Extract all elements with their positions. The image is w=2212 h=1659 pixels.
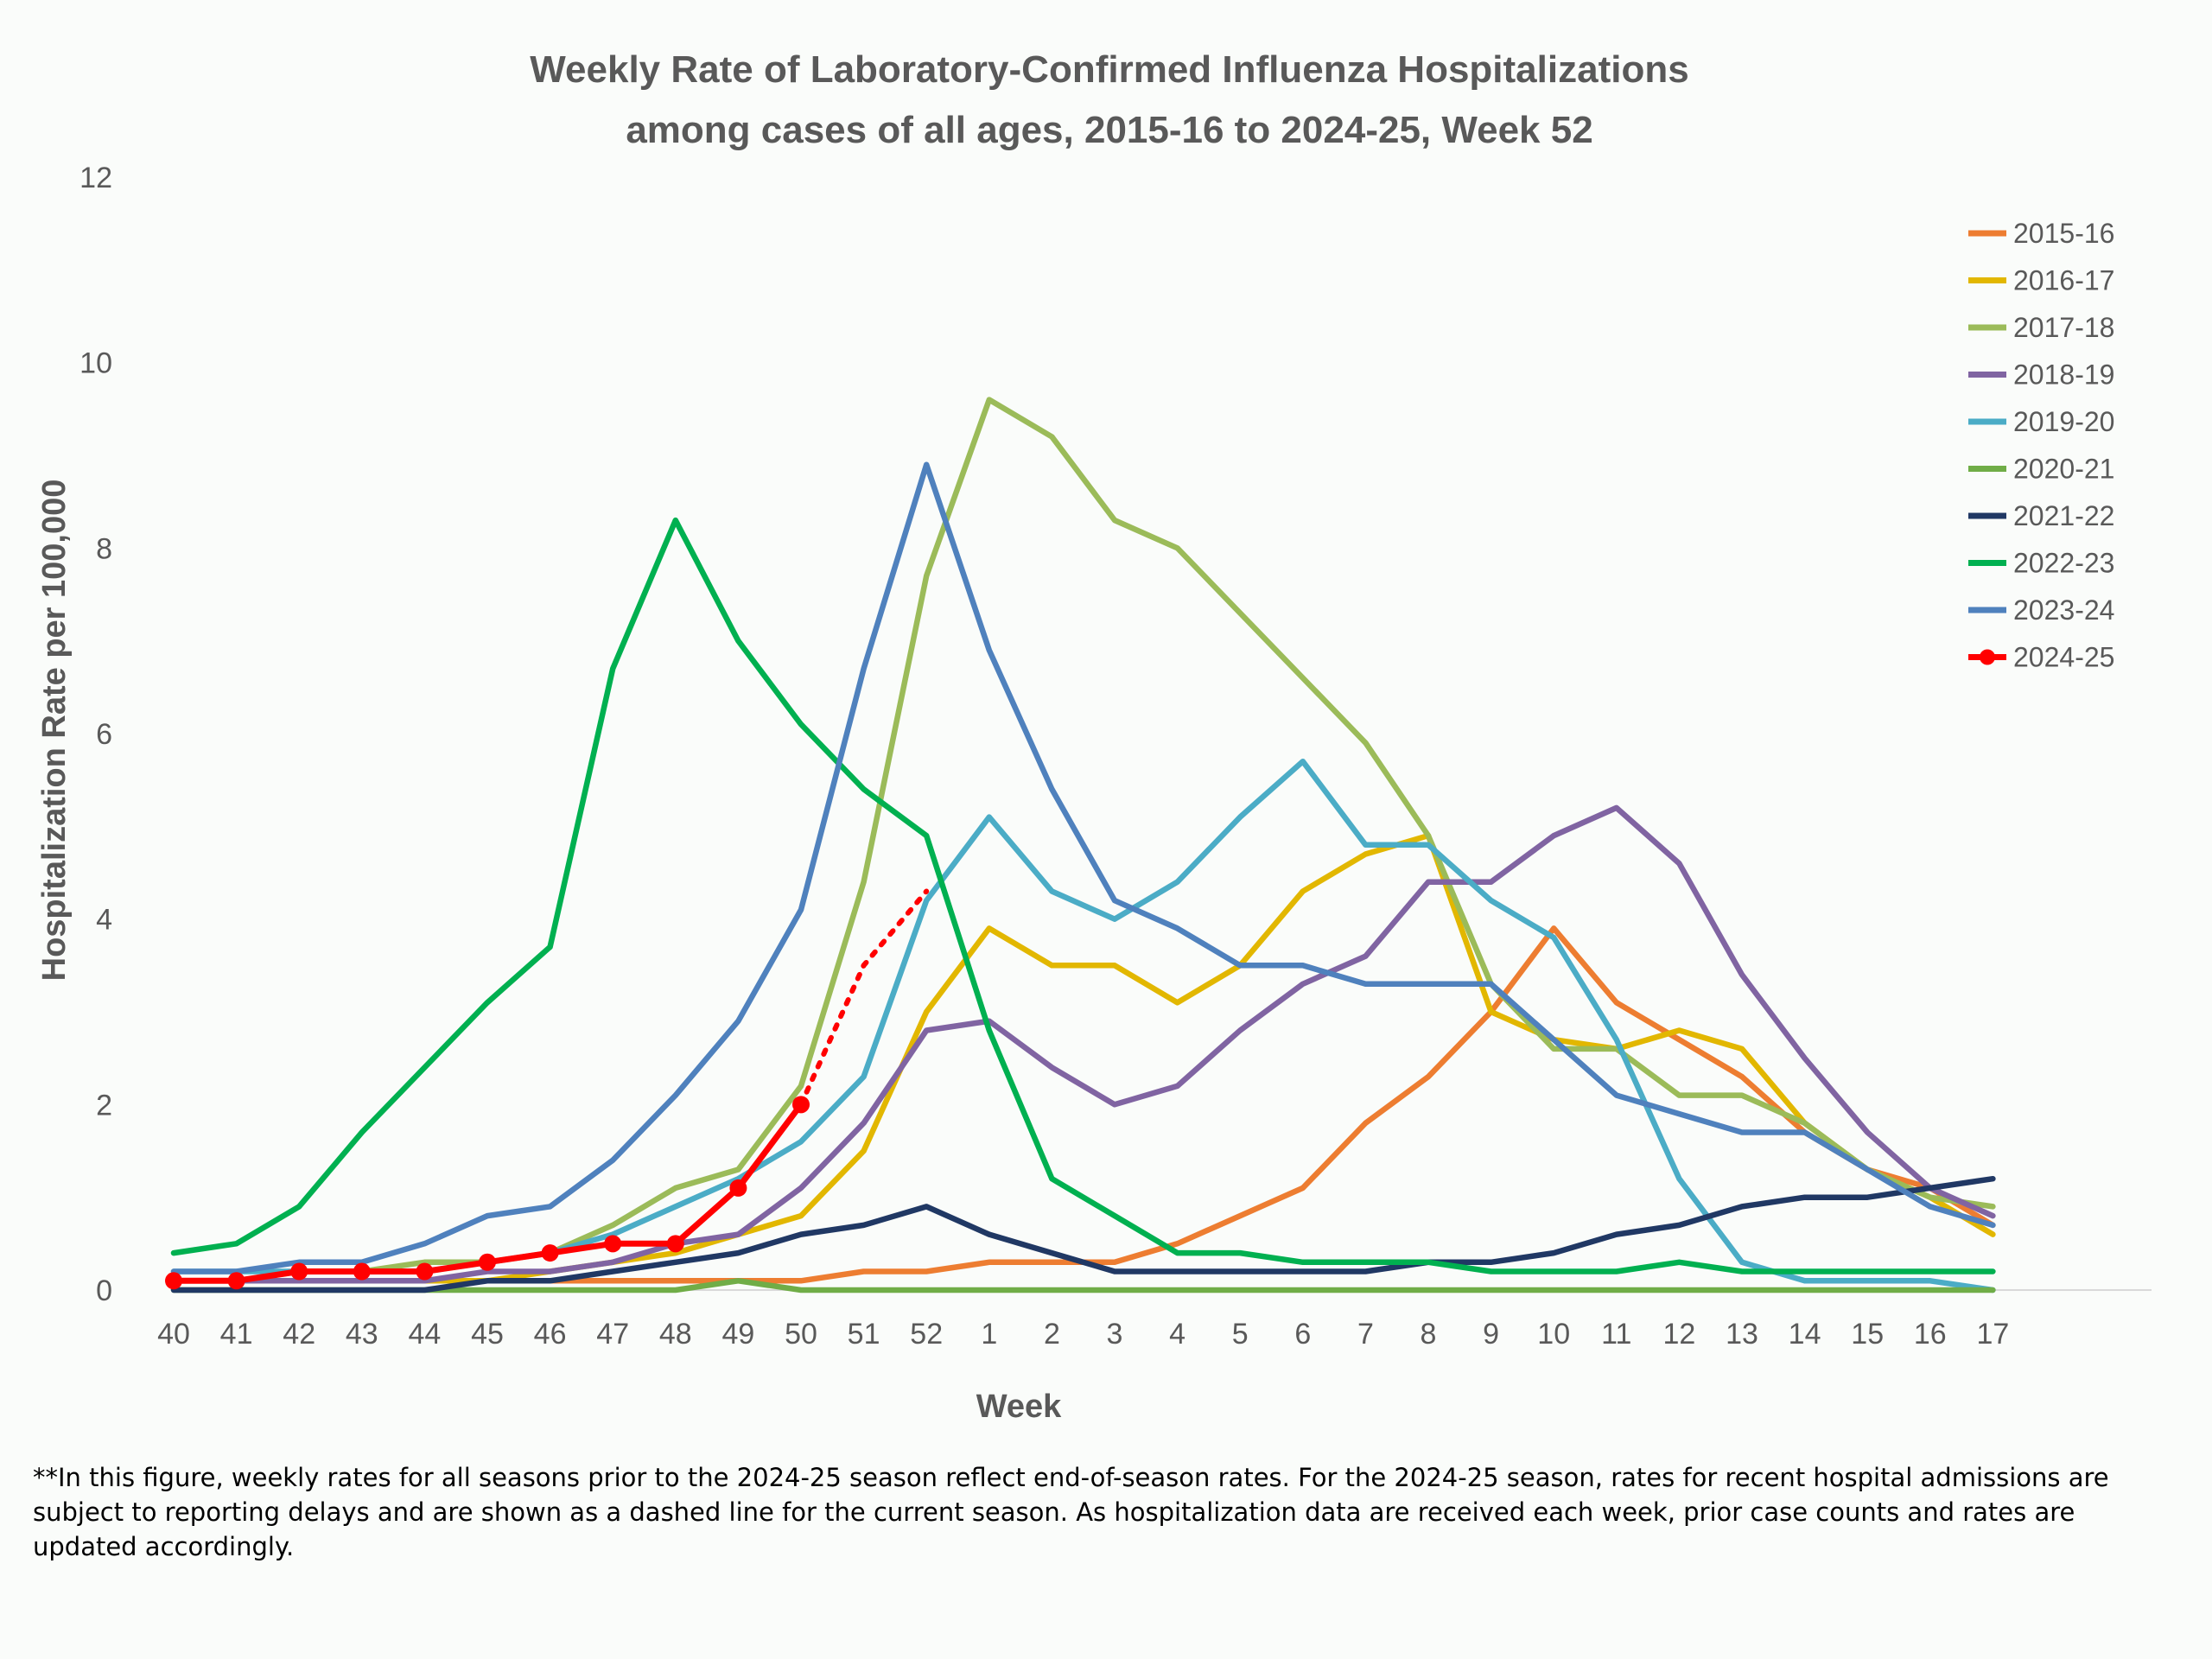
series-line	[170, 1175, 1996, 1294]
data-point	[165, 1272, 182, 1290]
series-2018-19	[170, 804, 1996, 1284]
x-tick-label: 48	[659, 1318, 692, 1351]
chart-title-line1: Weekly Rate of Laboratory-Confirmed Infl…	[530, 48, 1688, 91]
legend-label: 2023-24	[2013, 594, 2114, 626]
x-tick-label: 12	[1662, 1318, 1695, 1351]
x-tick-label: 52	[910, 1318, 943, 1351]
x-tick-label: 1	[981, 1318, 997, 1351]
chart-title-line2: among cases of all ages, 2015-16 to 2024…	[626, 109, 1592, 151]
legend-item: 2015-16	[1968, 218, 2114, 249]
x-tick-label: 41	[220, 1318, 253, 1351]
x-tick-label: 14	[1789, 1318, 1821, 1351]
data-point	[353, 1262, 371, 1281]
footnote: **In this figure, weekly rates for all s…	[33, 1463, 2109, 1561]
legend-item: 2023-24	[1968, 594, 2114, 626]
series-line	[170, 461, 1996, 1274]
x-tick-label: 9	[1483, 1318, 1499, 1351]
series-line	[170, 925, 1996, 1284]
series-2021-22	[170, 1175, 1996, 1294]
series-line	[170, 517, 1996, 1274]
legend-marker	[1980, 649, 1995, 665]
series-2022-23	[170, 517, 1996, 1274]
y-tick-label: 6	[96, 718, 112, 751]
legend-item: 2018-19	[1968, 359, 2114, 391]
x-tick-label: 4	[1169, 1318, 1185, 1351]
flu-hospitalization-chart: Weekly Rate of Laboratory-Confirmed Infl…	[36, 48, 2152, 1425]
x-tick-label: 17	[1976, 1318, 2009, 1351]
legend-item: 2021-22	[1968, 500, 2114, 531]
x-tick-label: 42	[283, 1318, 315, 1351]
x-tick-label: 6	[1294, 1318, 1311, 1351]
series-2024-25	[165, 888, 930, 1290]
x-tick-label: 2	[1044, 1318, 1060, 1351]
data-point	[729, 1179, 747, 1197]
legend-label: 2015-16	[2013, 218, 2114, 249]
data-point	[792, 1096, 810, 1114]
legend-label: 2020-21	[2013, 454, 2114, 485]
y-tick-label: 8	[96, 532, 112, 565]
y-tick-label: 0	[96, 1274, 112, 1307]
data-point	[541, 1244, 559, 1262]
legend-label: 2017-18	[2013, 312, 2114, 343]
x-tick-label: 46	[534, 1318, 567, 1351]
x-tick-label: 50	[785, 1318, 817, 1351]
chart-legend: 2015-16 2016-17 2017-18 2018-19 2019-20 2020-…	[1968, 218, 2114, 673]
x-tick-label: 7	[1357, 1318, 1374, 1351]
x-tick-label: 11	[1601, 1318, 1631, 1351]
data-point	[227, 1272, 245, 1290]
series-line	[170, 804, 1996, 1284]
y-tick-label: 2	[96, 1089, 112, 1122]
x-tick-label: 43	[346, 1318, 378, 1351]
x-tick-label: 45	[471, 1318, 504, 1351]
series-projection-line	[798, 888, 930, 1108]
legend-label: 2022-23	[2013, 548, 2114, 579]
x-tick-label: 10	[1537, 1318, 1570, 1351]
y-tick-label: 12	[79, 162, 112, 194]
series-2020-21	[170, 1278, 1996, 1294]
series-layer	[165, 397, 1996, 1294]
x-tick-label: 15	[1851, 1318, 1884, 1351]
legend-label: 2016-17	[2013, 265, 2114, 296]
series-2023-24	[170, 461, 1996, 1274]
x-tick-label: 3	[1107, 1318, 1123, 1351]
x-tick-label: 8	[1421, 1318, 1437, 1351]
series-2015-16	[170, 925, 1996, 1284]
legend-item: 2022-23	[1968, 548, 2114, 579]
legend-item: 2020-21	[1968, 454, 2114, 485]
x-tick-label: 40	[157, 1318, 190, 1351]
legend-label: 2018-19	[2013, 359, 2114, 391]
legend-label: 2024-25	[2013, 642, 2114, 673]
x-tick-label: 13	[1726, 1318, 1758, 1351]
data-point	[416, 1262, 434, 1281]
x-tick-label: 5	[1232, 1318, 1249, 1351]
legend-label: 2019-20	[2013, 406, 2114, 437]
x-axis-title: Week	[976, 1389, 1062, 1425]
data-point	[290, 1262, 308, 1281]
legend-item: 2024-25	[1968, 642, 2114, 673]
x-tick-label: 49	[721, 1318, 754, 1351]
x-tick-label: 16	[1914, 1318, 1947, 1351]
data-point	[666, 1235, 684, 1253]
y-tick-label: 4	[96, 904, 112, 937]
y-tick-label: 10	[79, 347, 112, 380]
x-tick-label: 44	[408, 1318, 441, 1351]
legend-label: 2021-22	[2013, 500, 2114, 531]
data-point	[479, 1253, 496, 1271]
x-tick-label: 47	[596, 1318, 629, 1351]
y-axis-title: Hospitalization Rate per 100,000	[36, 480, 73, 982]
legend-item: 2017-18	[1968, 312, 2114, 343]
legend-item: 2019-20	[1968, 406, 2114, 437]
series-line	[170, 1278, 1996, 1294]
legend-item: 2016-17	[1968, 265, 2114, 296]
x-tick-label: 51	[848, 1318, 880, 1351]
data-point	[604, 1235, 622, 1253]
